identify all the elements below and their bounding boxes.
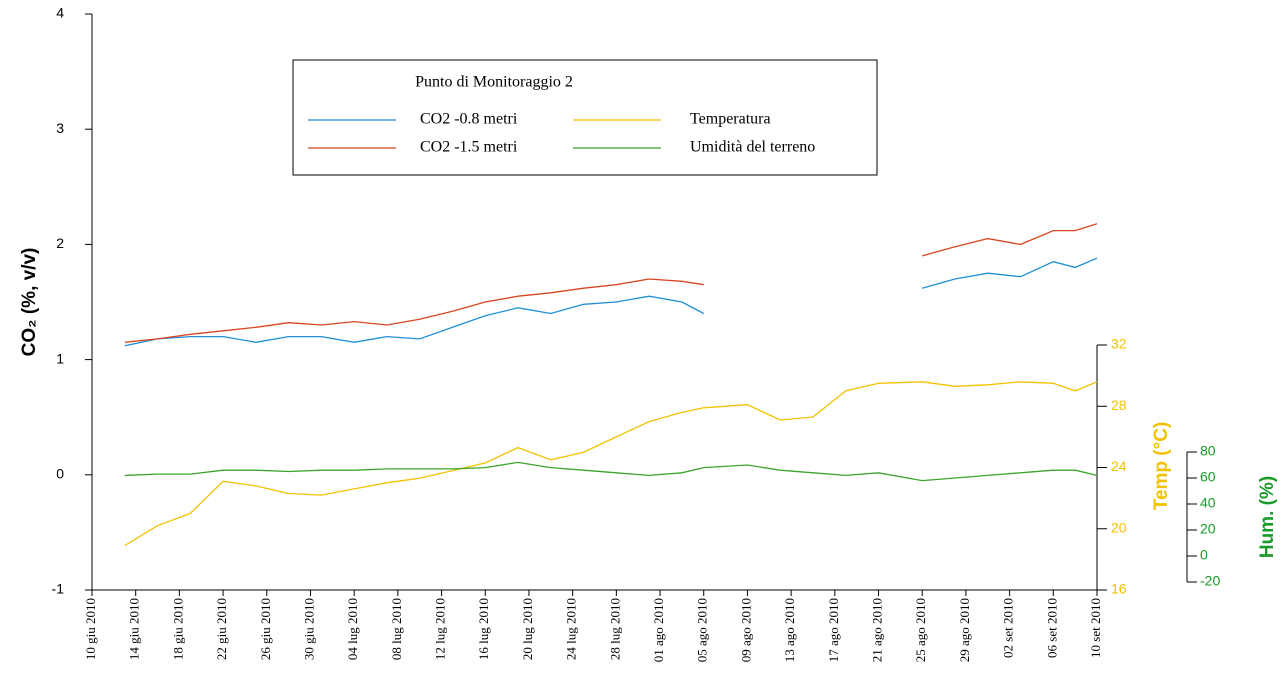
y2-tick-label: 28 — [1111, 397, 1127, 413]
y2-axis-label: Temp (°C) — [1151, 422, 1172, 511]
y2-tick-label: 32 — [1111, 336, 1127, 352]
legend-label: CO2 -1.5 metri — [420, 139, 518, 156]
x-tick-label: 17 ago 2010 — [826, 598, 841, 662]
x-tick-label: 29 ago 2010 — [957, 598, 972, 662]
y-tick-label: 4 — [56, 5, 64, 21]
x-tick-label: 08 lug 2010 — [389, 598, 404, 660]
x-tick-label: 04 lug 2010 — [345, 598, 360, 660]
x-tick-label: 21 ago 2010 — [870, 598, 885, 662]
x-tick-label: 24 lug 2010 — [564, 598, 579, 660]
y2-tick-label: 16 — [1111, 581, 1127, 597]
y3-tick-label: 80 — [1200, 443, 1216, 459]
y-tick-label: 0 — [56, 466, 64, 482]
x-tick-label: 22 giu 2010 — [214, 598, 229, 660]
x-tick-label: 16 lug 2010 — [476, 598, 491, 660]
x-tick-label: 25 ago 2010 — [913, 598, 928, 662]
y-tick-label: 2 — [56, 235, 64, 251]
y2-tick-label: 20 — [1111, 519, 1127, 535]
y3-axis-label: Hum. (%) — [1257, 476, 1278, 558]
y-axis-label: CO₂ (%, v/v) — [19, 248, 40, 357]
legend-label: CO2 -0.8 metri — [420, 111, 518, 128]
y-tick-label: 3 — [56, 120, 64, 136]
series-line — [124, 381, 1098, 547]
legend-box — [292, 59, 878, 176]
x-tick-label: 18 giu 2010 — [170, 598, 185, 660]
x-tick-label: 02 set 2010 — [1001, 598, 1016, 658]
x-tick-label: 09 ago 2010 — [738, 598, 753, 662]
y3-tick-label: -20 — [1200, 573, 1220, 589]
y-tick-label: 1 — [56, 350, 64, 366]
x-tick-label: 10 giu 2010 — [83, 598, 98, 660]
y-tick-label: -1 — [52, 581, 65, 597]
x-tick-label: 01 ago 2010 — [651, 598, 666, 662]
x-tick-label: 05 ago 2010 — [695, 598, 710, 662]
legend-label: Umidità del terreno — [690, 139, 815, 156]
x-tick-label: 28 lug 2010 — [607, 598, 622, 660]
x-tick-label: 20 lug 2010 — [520, 598, 535, 660]
y2-tick-label: 24 — [1111, 458, 1127, 474]
y3-tick-label: 0 — [1200, 547, 1208, 563]
series-line — [124, 223, 1098, 343]
x-tick-label: 30 giu 2010 — [301, 598, 316, 660]
y3-tick-label: 20 — [1200, 521, 1216, 537]
legend-label: Temperatura — [690, 111, 771, 128]
legend-title: Punto di Monitoraggio 2 — [415, 74, 573, 91]
x-tick-label: 13 ago 2010 — [782, 598, 797, 662]
x-tick-label: 10 set 2010 — [1088, 598, 1103, 658]
x-tick-label: 14 giu 2010 — [127, 598, 142, 660]
series-line — [124, 461, 1098, 482]
y3-tick-label: 60 — [1200, 469, 1216, 485]
x-tick-label: 06 set 2010 — [1044, 598, 1059, 658]
x-tick-label: 12 lug 2010 — [433, 598, 448, 660]
series-line — [124, 257, 1098, 347]
y3-tick-label: 40 — [1200, 495, 1216, 511]
x-tick-label: 26 giu 2010 — [258, 598, 273, 660]
